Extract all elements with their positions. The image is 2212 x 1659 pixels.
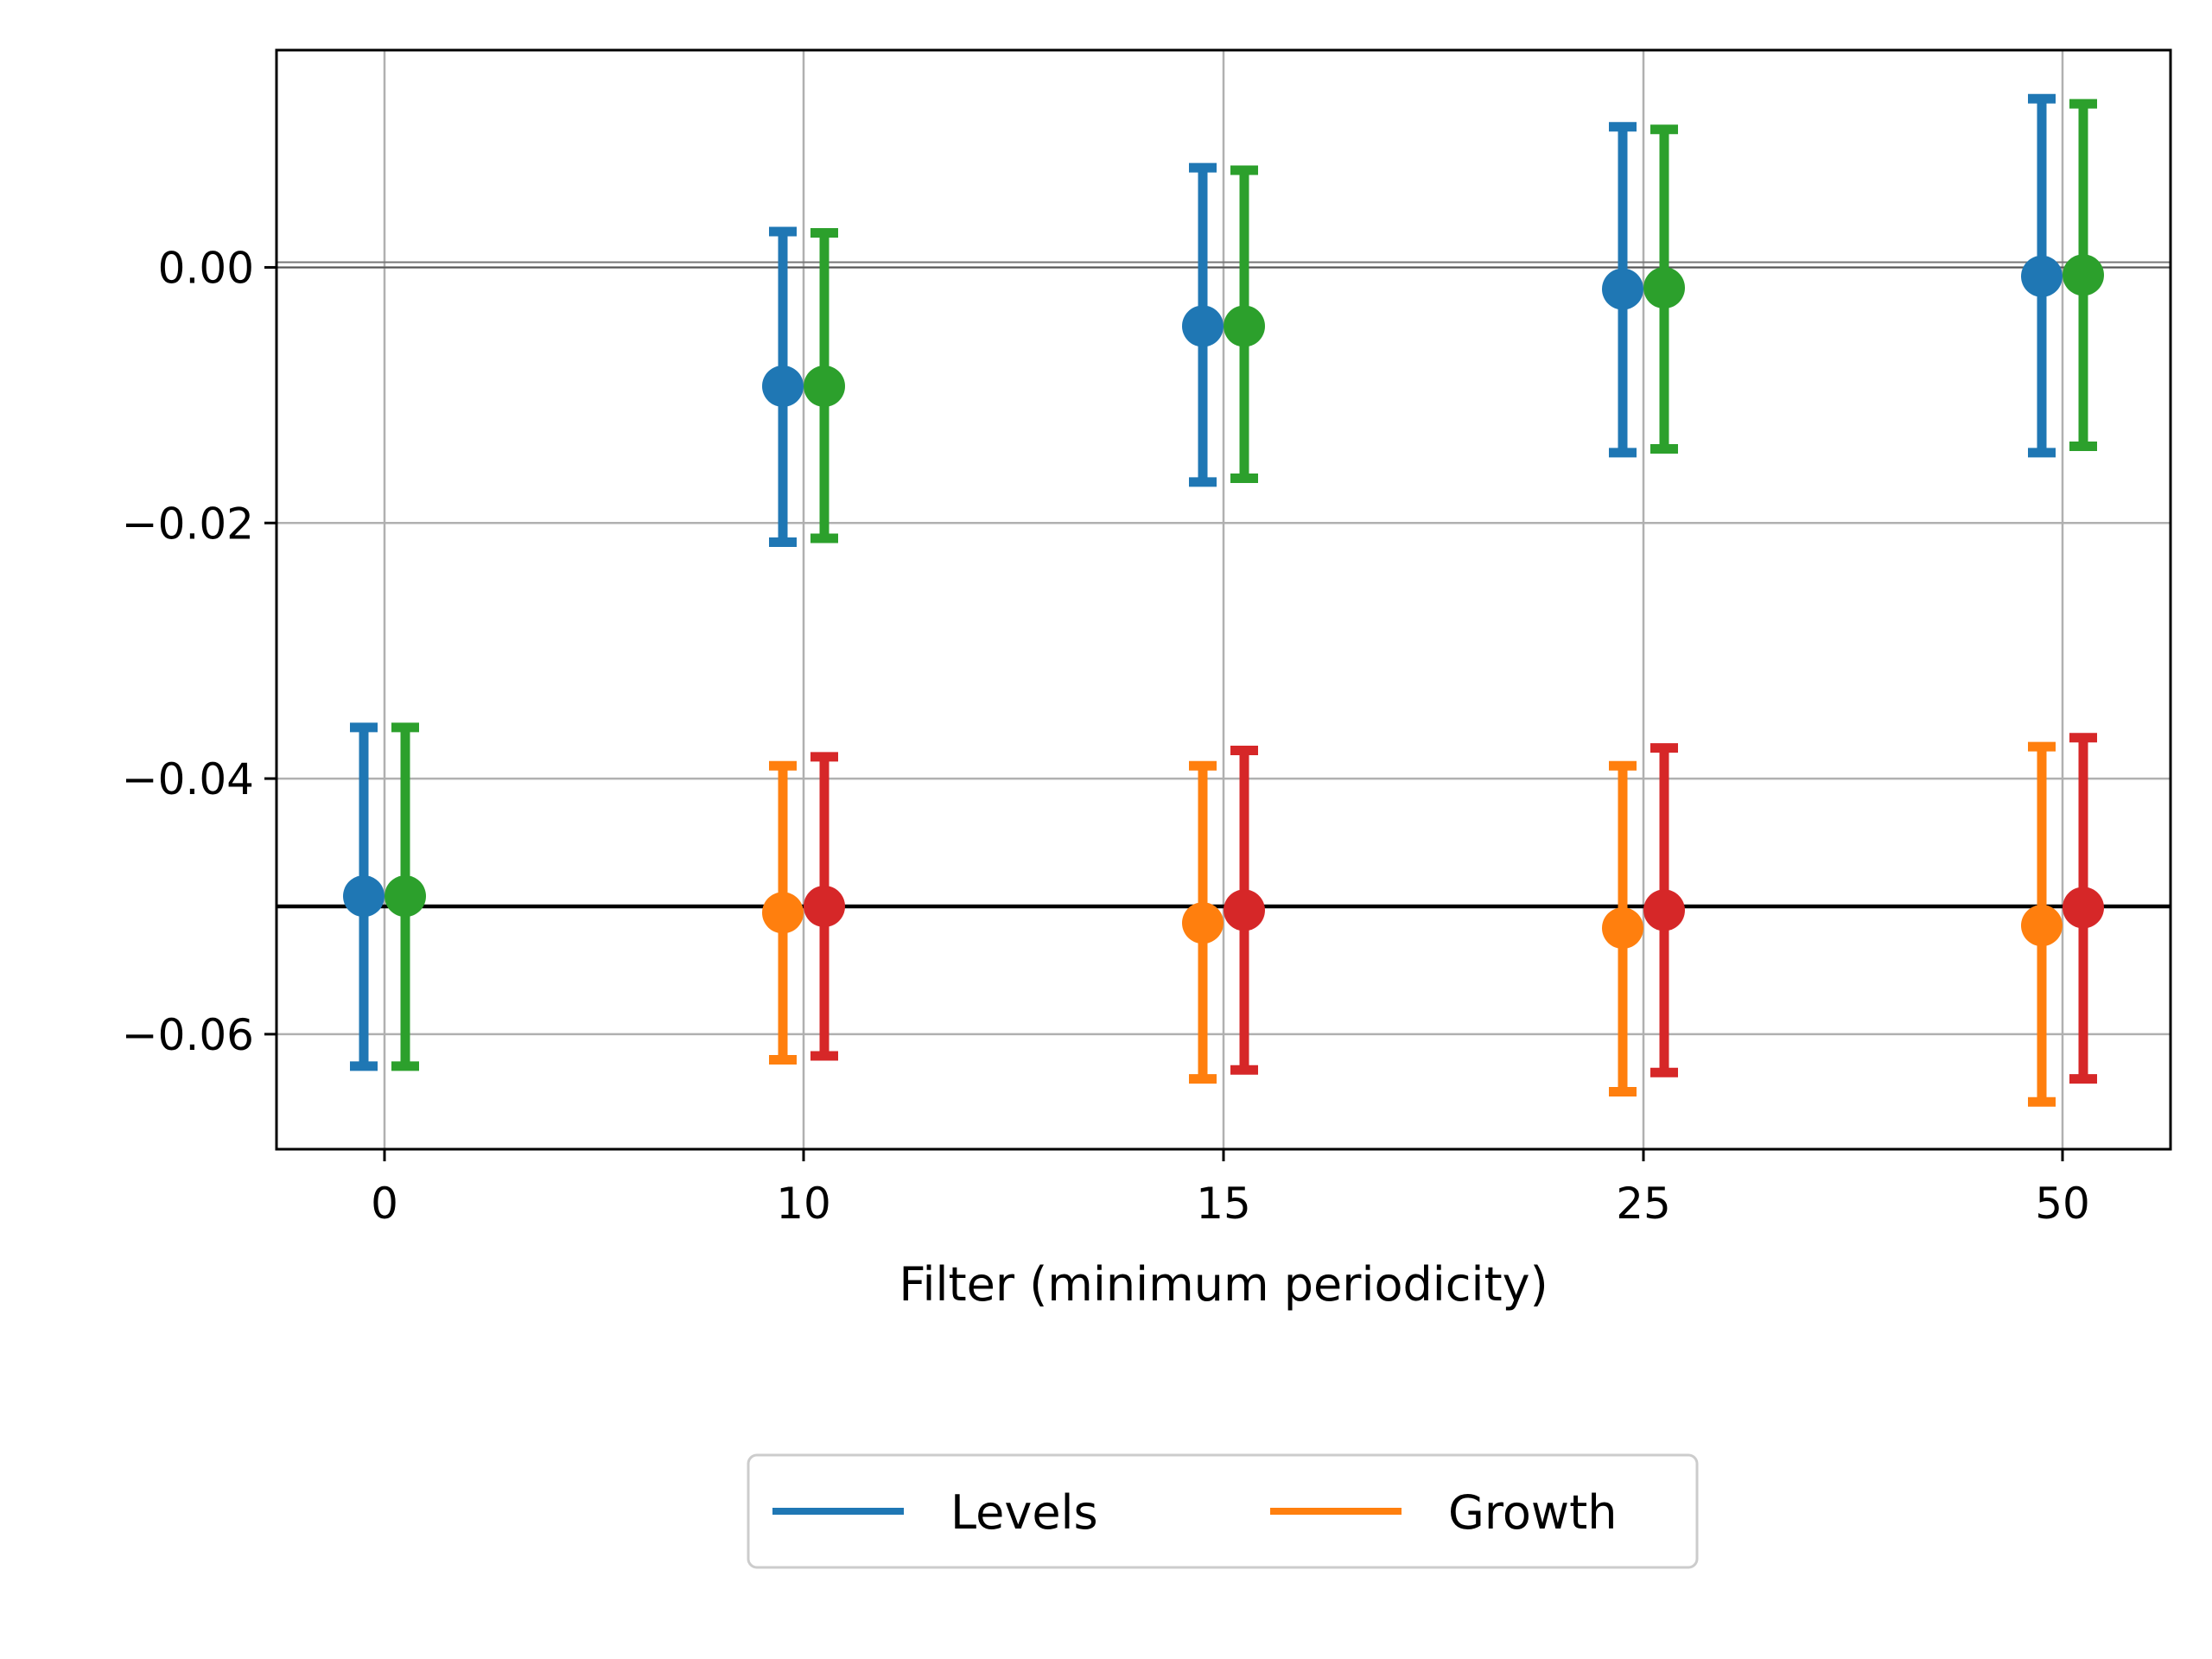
x-tick-label: 25 xyxy=(1616,1179,1671,1229)
x-tick-label: 50 xyxy=(2035,1179,2090,1229)
data-marks xyxy=(343,93,2104,1107)
legend-label: Levels xyxy=(950,1485,1098,1540)
data-point xyxy=(1182,305,1224,347)
data-point xyxy=(2021,905,2063,947)
data-point xyxy=(2063,887,2104,929)
x-axis-label: Filter (minimum periodicity) xyxy=(899,1257,1548,1312)
data-point xyxy=(343,875,385,918)
y-tick-label: 0.00 xyxy=(158,243,254,293)
data-point xyxy=(804,365,845,407)
x-tick-label: 10 xyxy=(776,1179,831,1229)
reference-lines xyxy=(276,261,2171,909)
data-point xyxy=(1643,889,1685,931)
legend-box xyxy=(747,1453,1699,1569)
legend: Levels Growth xyxy=(747,1453,1699,1569)
y-tick-label: −0.04 xyxy=(122,754,254,804)
data-point xyxy=(1602,907,1643,950)
data-point xyxy=(762,365,804,407)
data-point xyxy=(2063,254,2104,296)
data-point xyxy=(1602,268,1643,310)
y-tick-label: −0.02 xyxy=(122,499,254,549)
data-point xyxy=(762,892,804,934)
data-point xyxy=(1224,305,1265,347)
legend-label: Growth xyxy=(1448,1485,1617,1540)
y-tick-label: −0.06 xyxy=(122,1010,254,1060)
x-tick-label: 0 xyxy=(371,1179,398,1229)
data-point xyxy=(804,885,845,927)
x-tick-label: 15 xyxy=(1196,1179,1251,1229)
data-point xyxy=(2021,255,2063,297)
data-point xyxy=(1643,267,1685,309)
grid-lines xyxy=(276,50,2171,1149)
data-point xyxy=(385,875,426,918)
data-point xyxy=(1182,902,1224,944)
data-point xyxy=(1224,889,1265,931)
axis-ticks: 0 10 15 25 50 0.00 −0.02 −0.04 −0.06 xyxy=(122,243,2090,1229)
